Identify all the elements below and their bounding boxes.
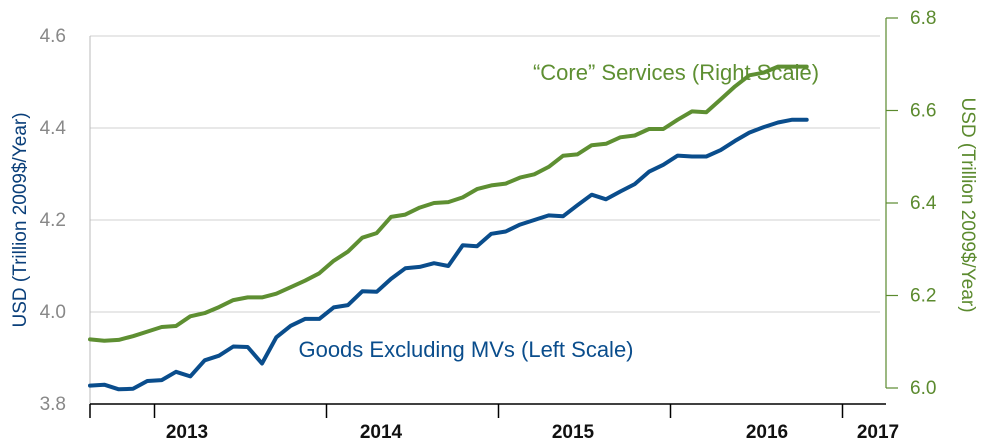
core-services-line xyxy=(88,64,809,343)
x-tick-label: 2014 xyxy=(360,422,403,443)
left-tick-label: 4.2 xyxy=(40,210,66,231)
axes xyxy=(89,17,898,418)
right-tick-label: 6.2 xyxy=(910,286,936,307)
goods-excluding-mvs-line xyxy=(88,117,809,392)
gridlines xyxy=(90,35,880,313)
left-axis-title: USD (Trillion 2009$/Year) xyxy=(10,112,31,327)
left-tick-label: 4.0 xyxy=(40,302,66,323)
tick-labels: 3.8 4.0 4.2 4.4 4.6 6.0 6.2 6.4 6.6 6.8 2013 2014 20… xyxy=(40,8,937,443)
x-tick-label: 2017 xyxy=(857,422,899,443)
left-tick-label: 3.8 xyxy=(40,394,66,415)
right-axis-title: USD (Trillion 2009$/Year) xyxy=(957,97,978,312)
left-tick-label: 4.4 xyxy=(40,118,67,139)
right-tick-label: 6.4 xyxy=(910,193,937,214)
x-tick-label: 2013 xyxy=(166,422,208,443)
x-tick-label: 2016 xyxy=(746,422,788,443)
x-tick-label: 2015 xyxy=(552,422,595,443)
right-tick-label: 6.0 xyxy=(910,378,936,399)
series-lines xyxy=(88,64,809,392)
core-services-series-label: “Core” Services (Right Scale) xyxy=(533,60,819,85)
right-tick-label: 6.6 xyxy=(910,101,936,122)
left-tick-label: 4.6 xyxy=(40,26,66,47)
right-tick-label: 6.8 xyxy=(910,8,936,29)
goods-series-label: Goods Excluding MVs (Left Scale) xyxy=(298,337,633,362)
